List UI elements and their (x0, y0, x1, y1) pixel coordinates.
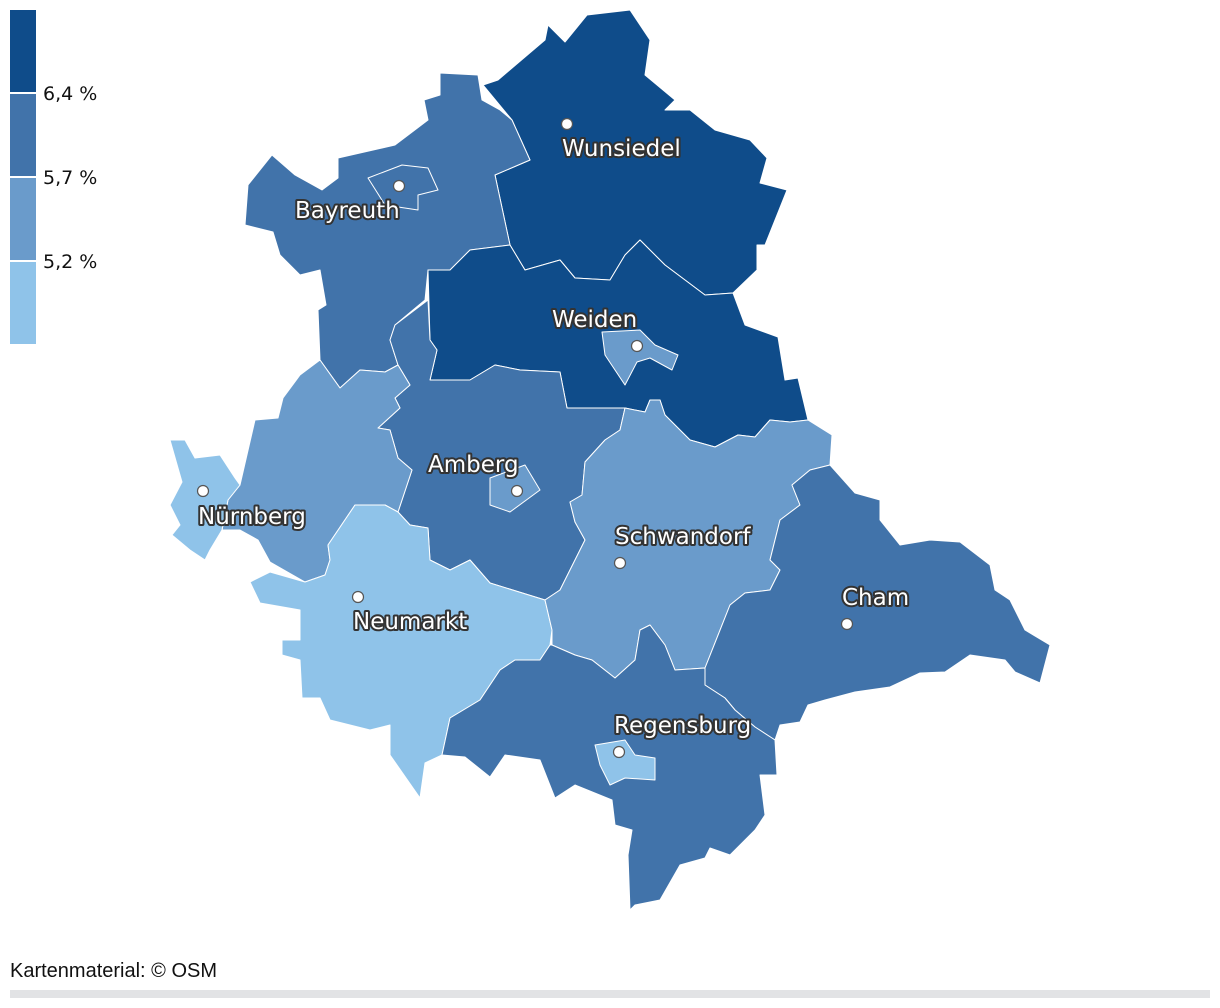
legend-swatch-high (10, 94, 36, 176)
city-label-amberg: Amberg (428, 452, 519, 478)
city-dot-wunsiedel (560, 117, 574, 131)
city-dot-cham (840, 617, 854, 631)
city-dot-neumarkt (351, 590, 365, 604)
city-labels: Wunsiedel Bayreuth Weiden Amberg Nürnber… (196, 134, 911, 741)
city-dot-amberg (510, 484, 524, 498)
city-dot-weiden (630, 339, 644, 353)
legend: 6,4 % 5,7 % 5,2 % (10, 10, 97, 344)
legend-swatch-mid (10, 178, 36, 260)
city-label-regensburg: Regensburg (614, 713, 751, 739)
city-label-nuernberg: Nürnberg (198, 504, 306, 530)
legend-swatch-highest (10, 10, 36, 92)
legend-label: 5,7 % (43, 167, 97, 189)
city-dot-schwandorf (613, 556, 627, 570)
legend-label: 5,2 % (43, 251, 97, 273)
city-label-wunsiedel: Wunsiedel (562, 136, 681, 162)
legend-swatch-low (10, 262, 36, 344)
region-cham[interactable] (704, 464, 1051, 741)
city-label-schwandorf: Schwandorf (615, 524, 751, 550)
city-label-cham: Cham (842, 585, 909, 611)
legend-label: 6,4 % (43, 83, 97, 105)
city-label-neumarkt: Neumarkt (353, 609, 467, 635)
city-dot-bayreuth (392, 179, 406, 193)
city-label-bayreuth: Bayreuth (295, 198, 400, 224)
footer-bar (10, 990, 1210, 998)
city-dot-nuernberg (196, 484, 210, 498)
city-markers (196, 117, 854, 759)
map-source-credit: Kartenmaterial: © OSM (10, 960, 218, 982)
region-regensburg-city[interactable] (594, 739, 656, 786)
region-weiden-city[interactable] (601, 329, 679, 386)
city-label-weiden: Weiden (552, 307, 637, 333)
region-nuernberg[interactable] (169, 439, 241, 561)
city-dot-regensburg (612, 745, 626, 759)
